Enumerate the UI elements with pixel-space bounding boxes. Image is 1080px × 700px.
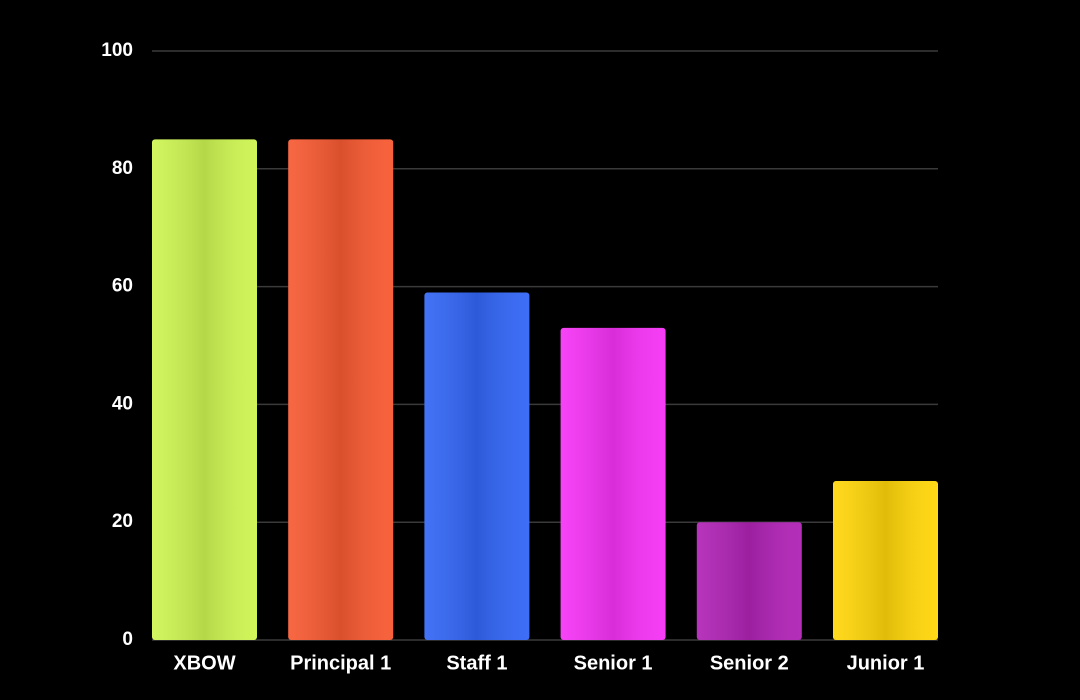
bar: [560, 327, 666, 640]
bar: [833, 480, 938, 640]
bar: [424, 292, 530, 640]
y-tick-label: 60: [112, 276, 133, 297]
x-tick-label: Principal 1: [290, 652, 391, 674]
y-tick-label: 0: [122, 629, 133, 650]
x-tick-label: Staff 1: [446, 652, 507, 674]
x-tick-label: Junior 1: [847, 652, 925, 674]
y-tick-label: 100: [101, 40, 133, 61]
y-tick-label: 80: [112, 158, 133, 179]
bar: [288, 139, 394, 640]
x-tick-label: Senior 1: [574, 652, 653, 674]
y-tick-label: 40: [112, 393, 133, 414]
x-tick-label: Senior 2: [710, 652, 789, 674]
bar: [696, 522, 802, 640]
x-tick-label: XBOW: [173, 652, 235, 674]
y-tick-label: 20: [112, 511, 133, 532]
bar: [152, 139, 257, 640]
